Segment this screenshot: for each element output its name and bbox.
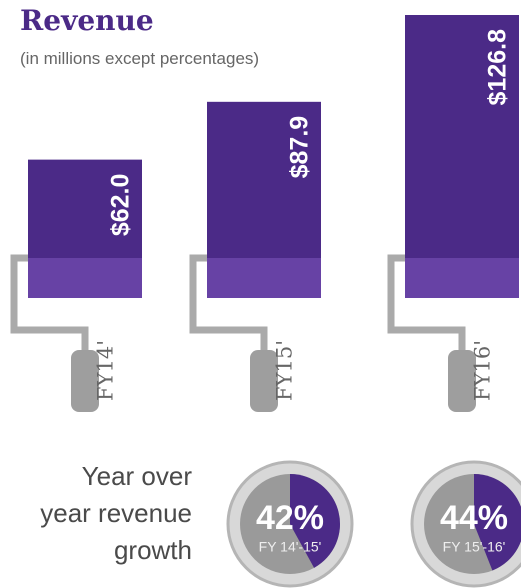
- page: Revenue (in millions except percentages)…: [0, 0, 521, 588]
- category-label: FY16': [471, 340, 495, 401]
- value-label: $87.9: [286, 116, 314, 179]
- value-label: 42%: [256, 499, 324, 537]
- roller-band: [207, 258, 321, 298]
- category-label: FY 15'-16': [443, 539, 506, 555]
- chart-subtitle: (in millions except percentages): [20, 49, 259, 68]
- chart-title: Revenue: [20, 4, 154, 37]
- value-label: $126.8: [484, 29, 512, 106]
- roller-band: [28, 258, 142, 298]
- roller-band: [405, 258, 519, 298]
- growth-title: Year over year revenue growth: [27, 458, 192, 569]
- value-label: $62.0: [107, 174, 135, 237]
- category-label: FY15': [273, 340, 297, 401]
- value-label: 44%: [440, 499, 508, 537]
- category-label: FY14': [94, 340, 118, 401]
- category-label: FY 14'-15': [259, 539, 322, 555]
